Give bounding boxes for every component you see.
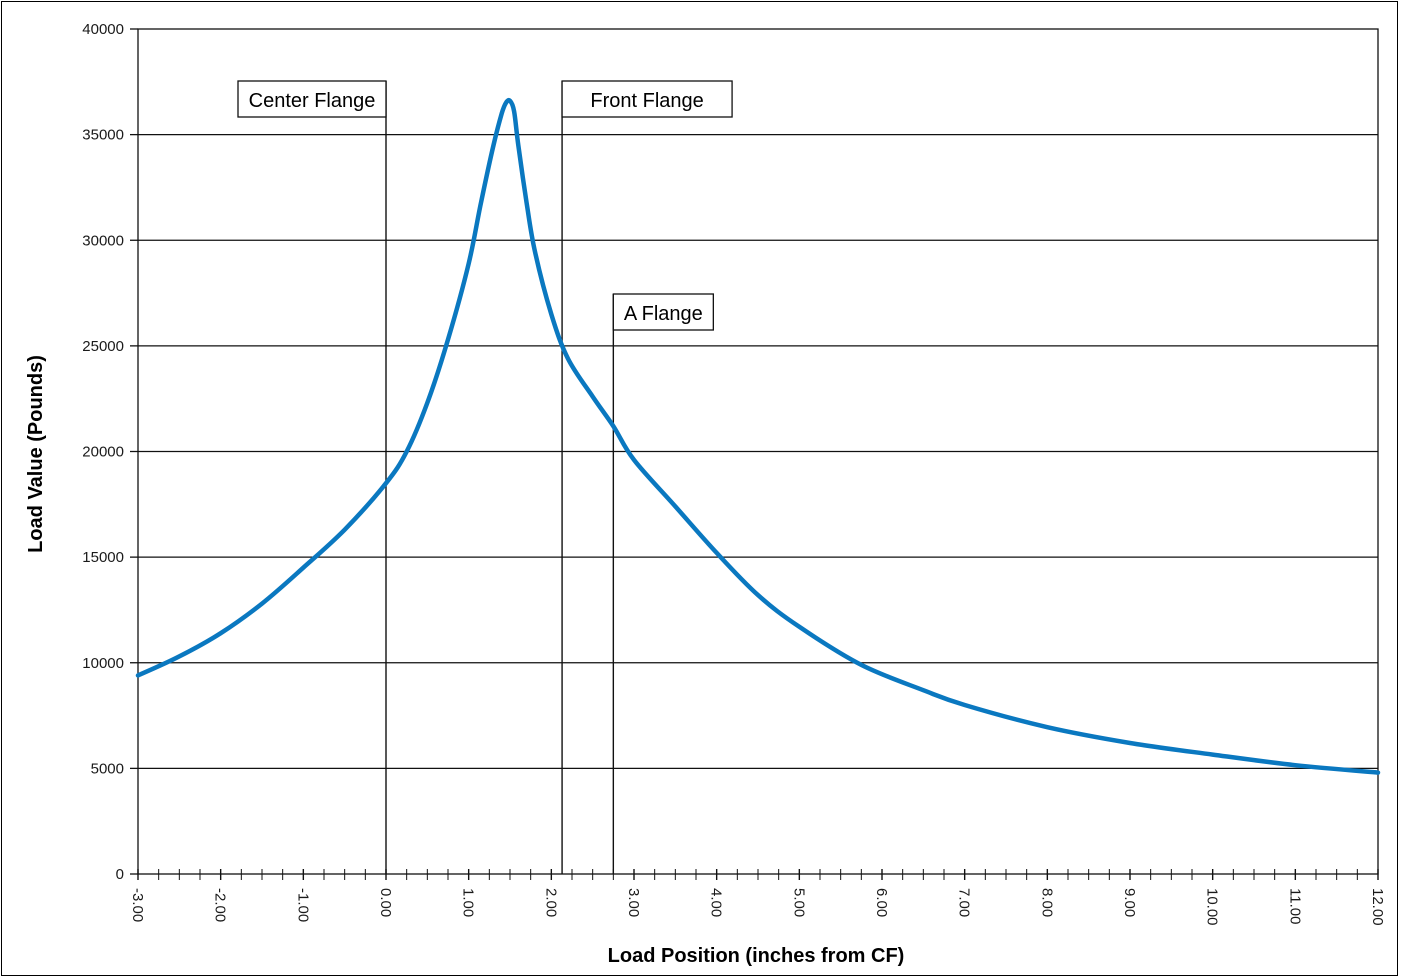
- x-tick-label-0.00: 0.00: [377, 888, 394, 917]
- flange-annotations: Center Flange Front Flange A Flange: [237, 80, 733, 874]
- series-line-0: [135, 98, 1381, 775]
- y-tick-label-10000: 10000: [82, 655, 124, 672]
- x-tick-label-6.00: 6.00: [873, 888, 890, 917]
- y-tick-label-40000: 40000: [82, 21, 124, 38]
- x-tick-label-11.00: 11.00: [1286, 888, 1303, 924]
- x-tick-label--2.00: -2.00: [212, 888, 229, 922]
- x-tick-label-7.00: 7.00: [956, 888, 973, 917]
- flange-label-box-2: [612, 293, 714, 331]
- flange-label-1: Front Flange: [590, 90, 703, 112]
- x-tick-label-4.00: 4.00: [708, 888, 725, 917]
- x-axis-tick-labels: -3.00 -2.00 -1.00 0.00 1.00 2.00 3.00 4.00 5.00 6…: [129, 888, 1386, 926]
- y-axis-tick-labels: 0 5000 10000 15000 20000 25000 30000 35000 40000: [82, 21, 124, 883]
- y-tick-label-15000: 15000: [82, 549, 124, 566]
- x-tick-label-2.00: 2.00: [542, 888, 559, 917]
- flange-label-box-1: [561, 80, 733, 118]
- y-tick-label-20000: 20000: [82, 444, 124, 461]
- y-tick-label-0: 0: [116, 866, 124, 883]
- y-tick-label-35000: 35000: [82, 127, 124, 144]
- x-tick-label--3.00: -3.00: [129, 888, 146, 922]
- x-axis-ticks: [137, 869, 1379, 880]
- y-tick-label-25000: 25000: [82, 338, 124, 355]
- x-tick-label-3.00: 3.00: [625, 888, 642, 917]
- y-axis-title: Load Value (Pounds): [25, 355, 47, 553]
- x-tick-label--1.00: -1.00: [294, 888, 311, 922]
- x-tick-label-1.00: 1.00: [460, 888, 477, 917]
- x-tick-label-5.00: 5.00: [790, 888, 807, 917]
- y-tick-label-30000: 30000: [82, 232, 124, 249]
- x-tick-label-8.00: 8.00: [1038, 888, 1055, 917]
- flange-label-box-0: [237, 80, 387, 118]
- series-layer: [135, 98, 1381, 775]
- flange-label-2: A Flange: [624, 303, 703, 325]
- x-tick-label-10.00: 10.00: [1204, 888, 1221, 926]
- flange-label-0: Center Flange: [249, 90, 376, 112]
- x-tick-label-12.00: 12.00: [1369, 888, 1386, 926]
- grid-lines: [130, 28, 1378, 875]
- x-tick-label-9.00: 9.00: [1121, 888, 1138, 917]
- x-axis-title: Load Position (inches from CF): [608, 945, 905, 967]
- y-tick-label-5000: 5000: [91, 760, 124, 777]
